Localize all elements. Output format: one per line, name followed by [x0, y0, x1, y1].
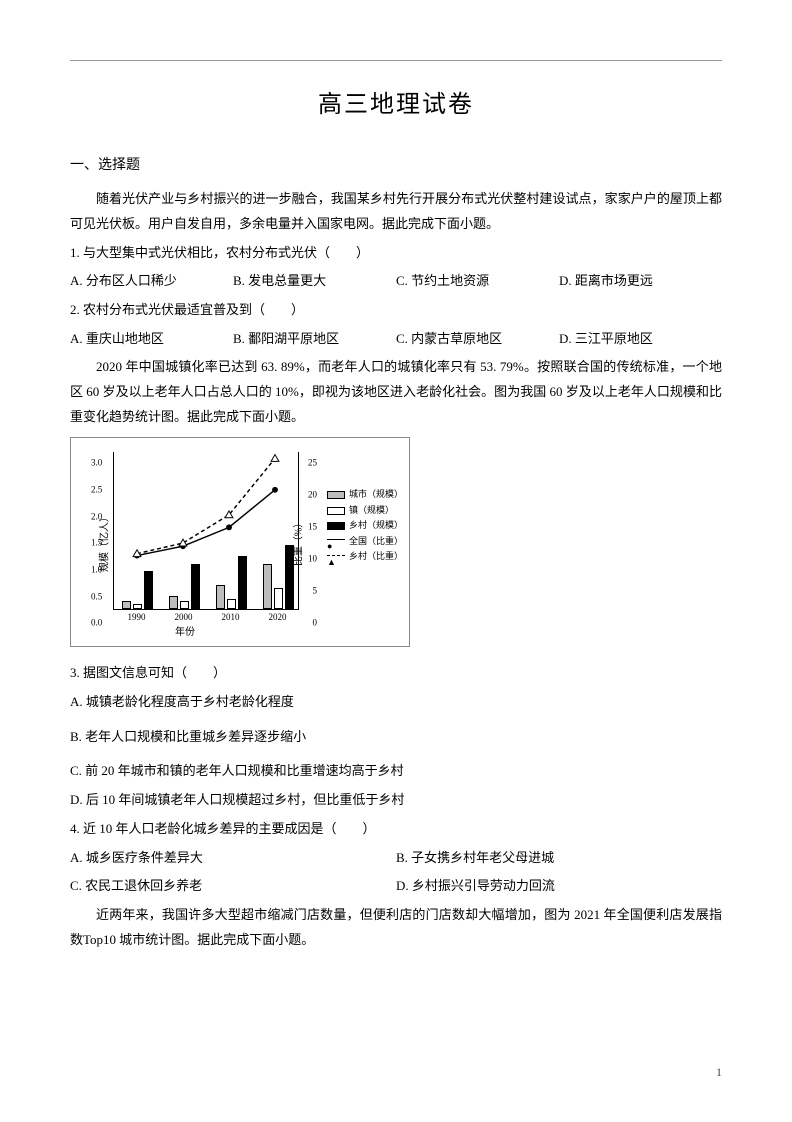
- q4-row2: C. 农民工退休回乡养老 D. 乡村振兴引导劳动力回流: [70, 874, 722, 899]
- q1-opt-d: D. 距离市场更远: [559, 269, 722, 294]
- chart-bar-rural: [191, 564, 200, 609]
- chart-bar-city: [122, 601, 131, 609]
- chart-bar-rural: [285, 545, 294, 609]
- q2-opt-a: A. 重庆山地地区: [70, 327, 233, 352]
- elderly-pop-chart: 规模（亿人） 比重（%） 年份 城市（规模） 镇（规模） 乡村（规模） ●全国（…: [70, 437, 410, 647]
- q1-stem: 1. 与大型集中式光伏相比，农村分布式光伏（ ）: [70, 241, 722, 266]
- q4-opt-c: C. 农民工退休回乡养老: [70, 874, 396, 899]
- chart-bar-rural: [144, 571, 153, 609]
- legend-rural-bar: 乡村（规模）: [327, 519, 403, 533]
- chart-ytick-right: 20: [308, 487, 317, 504]
- chart-ytick-right: 25: [308, 455, 317, 472]
- section-heading-1: 一、选择题: [70, 153, 722, 180]
- chart-ytick-left: 0.5: [91, 588, 102, 605]
- chart-bar-city: [263, 564, 272, 609]
- chart-line-national: [137, 490, 275, 556]
- q1-options: A. 分布区人口稀少 B. 发电总量更大 C. 节约土地资源 D. 距离市场更远: [70, 269, 722, 294]
- q2-stem: 2. 农村分布式光伏最适宜普及到（ ）: [70, 298, 722, 323]
- q3-stem: 3. 据图文信息可知（ ）: [70, 661, 722, 686]
- legend-rural-line: ▲乡村（比重）: [327, 550, 403, 564]
- q4-opt-a: A. 城乡医疗条件差异大: [70, 846, 396, 871]
- legend-national-line-label: 全国（比重）: [349, 535, 403, 549]
- chart-bar-rural: [238, 556, 247, 609]
- chart-ytick-right: 5: [313, 583, 318, 600]
- chart-bar-town: [180, 601, 189, 609]
- q2-options: A. 重庆山地地区 B. 鄱阳湖平原地区 C. 内蒙古草原地区 D. 三江平原地…: [70, 327, 722, 352]
- legend-rural-bar-label: 乡村（规模）: [349, 519, 403, 533]
- q4-opt-d: D. 乡村振兴引导劳动力回流: [396, 874, 722, 899]
- q3-opt-a: A. 城镇老龄化程度高于乡村老龄化程度: [70, 690, 722, 715]
- chart-line-rural-marker: [179, 539, 187, 546]
- q2-opt-b: B. 鄱阳湖平原地区: [233, 327, 396, 352]
- chart-line-national-marker: [226, 525, 232, 531]
- chart-ytick-left: 2.0: [91, 508, 102, 525]
- q2-opt-c: C. 内蒙古草原地区: [396, 327, 559, 352]
- chart-bar-city: [169, 596, 178, 609]
- chart-ytick-right: 0: [313, 615, 318, 632]
- q1-opt-a: A. 分布区人口稀少: [70, 269, 233, 294]
- chart-line-national-marker: [272, 487, 278, 493]
- chart-bar-city: [216, 585, 225, 609]
- passage-1: 随着光伏产业与乡村振兴的进一步融合，我国某乡村先行开展分布式光伏整村建设试点，家…: [70, 187, 722, 236]
- chart-ytick-left: 1.5: [91, 535, 102, 552]
- chart-xtick: 2020: [269, 609, 287, 626]
- passage-3: 近两年来，我国许多大型超市缩减门店数量，但便利店的门店数却大幅增加，图为 202…: [70, 903, 722, 952]
- q3-opt-d: D. 后 10 年间城镇老年人口规模超过乡村，但比重低于乡村: [70, 788, 722, 813]
- chart-ytick-right: 15: [308, 519, 317, 536]
- chart-bar-town: [227, 599, 236, 610]
- chart-xtick: 2000: [175, 609, 193, 626]
- top-rule: [70, 60, 722, 61]
- q4-opt-b: B. 子女携乡村年老父母进城: [396, 846, 722, 871]
- page-title: 高三地理试卷: [70, 83, 722, 129]
- legend-national-line: ●全国（比重）: [327, 535, 403, 549]
- legend-rural-line-label: 乡村（比重）: [349, 550, 403, 564]
- chart-line-rural-marker: [271, 455, 279, 462]
- passage-2: 2020 年中国城镇化率已达到 63. 89%，而老年人口的城镇化率只有 53.…: [70, 355, 722, 429]
- legend-town-label: 镇（规模）: [349, 504, 394, 518]
- chart-plot-area: [113, 452, 299, 610]
- chart-ytick-left: 3.0: [91, 455, 102, 472]
- chart-ytick-left: 0.0: [91, 615, 102, 632]
- legend-city: 城市（规模）: [327, 488, 403, 502]
- chart-ytick-right: 10: [308, 551, 317, 568]
- chart-bar-town: [274, 588, 283, 609]
- q4-row1: A. 城乡医疗条件差异大 B. 子女携乡村年老父母进城: [70, 846, 722, 871]
- chart-legend: 城市（规模） 镇（规模） 乡村（规模） ●全国（比重） ▲乡村（比重）: [327, 488, 403, 566]
- q1-opt-c: C. 节约土地资源: [396, 269, 559, 294]
- q1-opt-b: B. 发电总量更大: [233, 269, 396, 294]
- chart-ytick-left: 1.0: [91, 562, 102, 579]
- q2-opt-d: D. 三江平原地区: [559, 327, 722, 352]
- page-number: 1: [716, 1061, 722, 1084]
- q3-opt-b: B. 老年人口规模和比重城乡差异逐步缩小: [70, 725, 722, 750]
- legend-town: 镇（规模）: [327, 504, 403, 518]
- chart-xtick: 2010: [222, 609, 240, 626]
- chart-xtick: 1990: [128, 609, 146, 626]
- legend-city-label: 城市（规模）: [349, 488, 403, 502]
- q3-opt-c: C. 前 20 年城市和镇的老年人口规模和比重增速均高于乡村: [70, 759, 722, 784]
- q4-stem: 4. 近 10 年人口老龄化城乡差异的主要成因是（ ）: [70, 817, 722, 842]
- chart-ytick-left: 2.5: [91, 482, 102, 499]
